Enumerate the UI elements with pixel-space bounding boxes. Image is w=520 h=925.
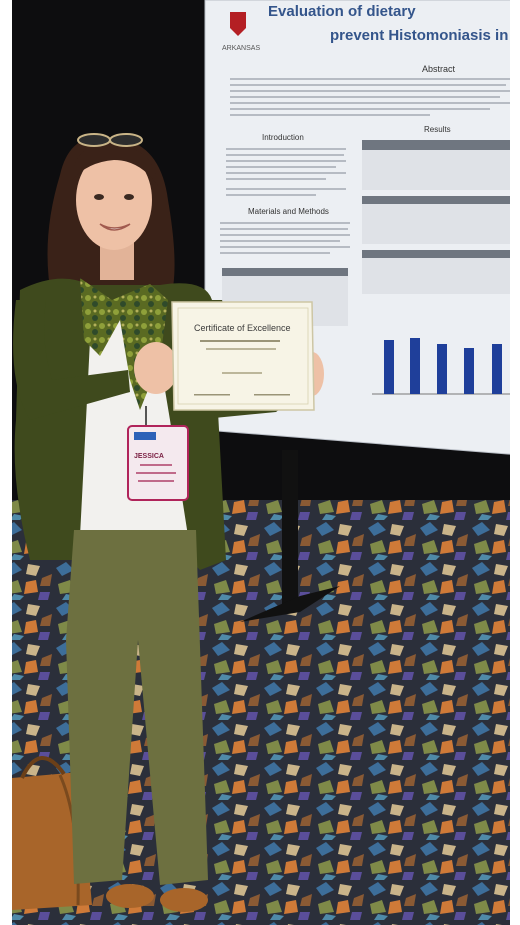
facial-features (94, 194, 134, 231)
left-frame-border (0, 0, 12, 925)
poster-board: ARKANSAS Evaluation of dietary prevent H… (204, 0, 520, 456)
face (76, 150, 152, 250)
right-frame-border (510, 0, 520, 925)
poster-title-line1: Evaluation of dietary (268, 3, 416, 20)
introduction-heading: Introduction (262, 133, 304, 142)
poster-text-lines (220, 78, 510, 254)
badge-name: JESSICA (134, 453, 164, 460)
materials-heading: Materials and Methods (248, 207, 329, 216)
certificate: Certificate of Excellence (171, 301, 315, 411)
left-arm (13, 300, 131, 420)
poster-stand (240, 450, 340, 622)
results-table (362, 140, 512, 294)
university-logo: ARKANSAS (222, 12, 260, 52)
olive-pants (66, 530, 208, 885)
results-heading: Results (424, 125, 451, 134)
sunglasses-icon (77, 133, 143, 147)
left-hand (134, 342, 178, 394)
poster-title-line2: prevent Histomoniasis in (330, 27, 508, 44)
logo-text: ARKANSAS (222, 45, 260, 52)
poster-bar-chart (372, 338, 510, 395)
abstract-heading: Abstract (422, 64, 456, 74)
certificate-title: Certificate of Excellence (194, 323, 291, 333)
left-shoe (106, 884, 154, 908)
name-badge: JESSICA (127, 406, 189, 501)
right-shoe (160, 888, 208, 912)
